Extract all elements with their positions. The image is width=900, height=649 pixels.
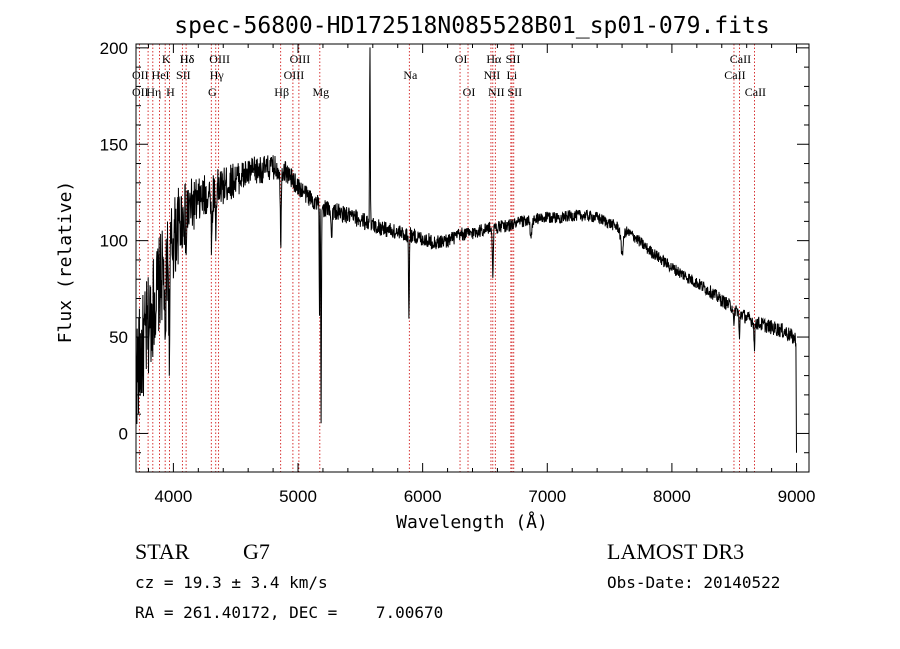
marker-label: OII — [132, 68, 149, 82]
marker-label: OI — [463, 85, 476, 99]
marker-label: CaII — [745, 85, 766, 99]
marker-label: OIII — [209, 52, 230, 66]
marker-label: Hβ — [274, 85, 289, 99]
marker-label: Hγ — [210, 68, 225, 82]
x-axis: 4000 5000 6000 7000 8000 9000 — [147, 44, 816, 506]
marker-label: CaII — [730, 52, 751, 66]
x-tick-label: 5000 — [279, 487, 317, 506]
marker-label: Hδ — [180, 52, 195, 66]
observation-date: Obs-Date: 20140522 — [607, 573, 781, 592]
marker-label: CaII — [724, 68, 745, 82]
y-tick-label: 50 — [109, 328, 128, 347]
y-tick-label: 0 — [119, 424, 128, 443]
x-tick-label: 8000 — [653, 487, 691, 506]
spectrum-line — [135, 47, 797, 453]
y-axis: 0 50 100 150 200 — [100, 39, 809, 454]
marker-label: SII — [507, 85, 522, 99]
line-markers — [138, 44, 755, 472]
marker-label: Na — [403, 68, 418, 82]
y-axis-label: Flux (relative) — [55, 181, 76, 344]
marker-label: Li — [507, 68, 518, 82]
marker-label: NII — [484, 68, 501, 82]
marker-label: Hδ — [180, 52, 195, 66]
x-tick-label: 7000 — [528, 487, 566, 506]
marker-label: Mg — [312, 85, 329, 99]
x-tick-label: 4000 — [154, 487, 192, 506]
marker-label: H — [166, 85, 175, 99]
chart-title: spec-56800-HD172518N085528B01_sp01-079.f… — [174, 13, 769, 39]
redshift-readout: cz = 19.3 ± 3.4 km/s — [135, 573, 328, 592]
y-tick-label: 150 — [100, 135, 128, 154]
x-tick-label: 9000 — [778, 487, 816, 506]
marker-label: G — [208, 85, 217, 99]
coordinates-readout: RA = 261.40172, DEC = 7.00670 — [135, 603, 444, 622]
x-tick-label: 6000 — [404, 487, 442, 506]
y-tick-label: 100 — [100, 232, 128, 251]
y-tick-label: 200 — [100, 39, 128, 58]
plot-frame — [135, 43, 810, 473]
marker-label: HeI — [152, 68, 170, 82]
marker-label: SII — [506, 52, 521, 66]
marker-label: Hα — [486, 52, 502, 66]
object-class: STAR — [135, 539, 190, 564]
marker-label: K — [162, 52, 171, 66]
marker-label: OIII — [284, 68, 305, 82]
marker-label: OI — [455, 52, 468, 66]
marker-label: SII — [176, 68, 191, 82]
marker-label: NII — [488, 85, 505, 99]
object-subclass: G7 — [243, 539, 270, 564]
survey-name: LAMOST DR3 — [607, 539, 745, 564]
marker-label: OIII — [290, 52, 311, 66]
x-axis-label: Wavelength (Å) — [396, 511, 548, 533]
marker-label: Hη — [146, 85, 161, 99]
